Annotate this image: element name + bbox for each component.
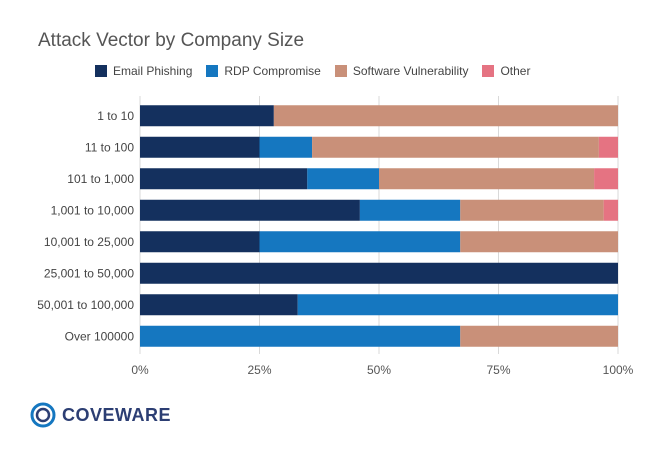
legend-label-1: RDP Compromise bbox=[224, 64, 321, 78]
category-label-6: 50,001 to 100,000 bbox=[37, 298, 134, 312]
legend-swatch-1 bbox=[206, 65, 219, 77]
category-label-2: 101 to 1,000 bbox=[67, 172, 134, 186]
bar-0-series-0 bbox=[140, 105, 274, 127]
legend-item-3: Other bbox=[482, 64, 530, 78]
bar-4-series-0 bbox=[140, 231, 260, 253]
bar-4-series-1 bbox=[259, 231, 461, 253]
chart-legend: Email Phishing RDP Compromise Software Vul… bbox=[95, 64, 530, 78]
legend-label-2: Software Vulnerability bbox=[352, 64, 469, 78]
coveware-logo-icon bbox=[30, 402, 56, 428]
logo-text: COVEWARE bbox=[62, 404, 172, 425]
x-tick-label-0: 0% bbox=[131, 363, 149, 377]
legend-item-1: RDP Compromise bbox=[206, 64, 321, 78]
bar-1-series-1 bbox=[259, 136, 313, 158]
bar-1-series-0 bbox=[140, 136, 260, 158]
chart-title: Attack Vector by Company Size bbox=[38, 30, 305, 51]
x-tick-label-2: 50% bbox=[367, 363, 391, 377]
legend-swatch-0 bbox=[95, 65, 107, 77]
bar-3-series-1 bbox=[359, 199, 461, 221]
bar-2-series-0 bbox=[140, 168, 308, 190]
category-label-3: 1,001 to 10,000 bbox=[51, 203, 135, 217]
legend-label-0: Email Phishing bbox=[113, 64, 193, 78]
legend-label-3: Other bbox=[500, 64, 531, 78]
bar-7-series-1 bbox=[140, 325, 461, 347]
legend-item-0: Email Phishing bbox=[95, 64, 192, 78]
category-label-5: 25,001 to 50,000 bbox=[44, 266, 134, 280]
coveware-logo: COVEWARE bbox=[30, 402, 171, 428]
bar-3-series-0 bbox=[140, 199, 360, 221]
bar-1-series-2 bbox=[312, 136, 599, 158]
x-tick-label-1: 25% bbox=[247, 363, 271, 377]
category-label-0: 1 to 10 bbox=[97, 109, 134, 123]
bar-6-series-0 bbox=[140, 294, 298, 316]
bar-6-series-1 bbox=[297, 294, 618, 316]
x-tick-label-3: 75% bbox=[486, 363, 510, 377]
bar-3-series-3 bbox=[603, 199, 618, 221]
category-label-1: 11 to 100 bbox=[85, 140, 134, 154]
x-tick-label-4: 100% bbox=[603, 363, 634, 377]
category-label-4: 10,001 to 25,000 bbox=[44, 235, 134, 249]
category-label-7: Over 100000 bbox=[65, 329, 135, 343]
bar-2-series-1 bbox=[307, 168, 379, 190]
bar-1-series-3 bbox=[598, 136, 618, 158]
bar-2-series-2 bbox=[379, 168, 595, 190]
bar-0-series-2 bbox=[273, 105, 618, 127]
bar-7-series-2 bbox=[460, 325, 618, 347]
legend-swatch-2 bbox=[334, 65, 347, 77]
bar-5-series-0 bbox=[140, 262, 618, 284]
bar-2-series-3 bbox=[594, 168, 618, 190]
legend-item-2: Software Vulnerability bbox=[334, 64, 469, 78]
bar-4-series-2 bbox=[460, 231, 618, 253]
bar-3-series-2 bbox=[460, 199, 604, 221]
legend-swatch-3 bbox=[482, 65, 495, 77]
